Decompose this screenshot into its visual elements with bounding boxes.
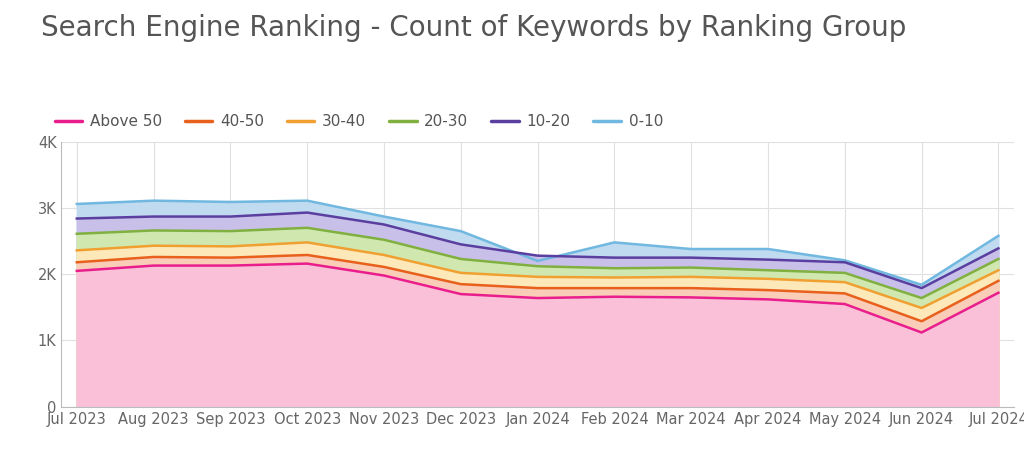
Text: Search Engine Ranking - Count of Keywords by Ranking Group: Search Engine Ranking - Count of Keyword…	[41, 14, 906, 42]
Legend: Above 50, 40-50, 30-40, 20-30, 10-20, 0-10: Above 50, 40-50, 30-40, 20-30, 10-20, 0-…	[48, 108, 669, 135]
